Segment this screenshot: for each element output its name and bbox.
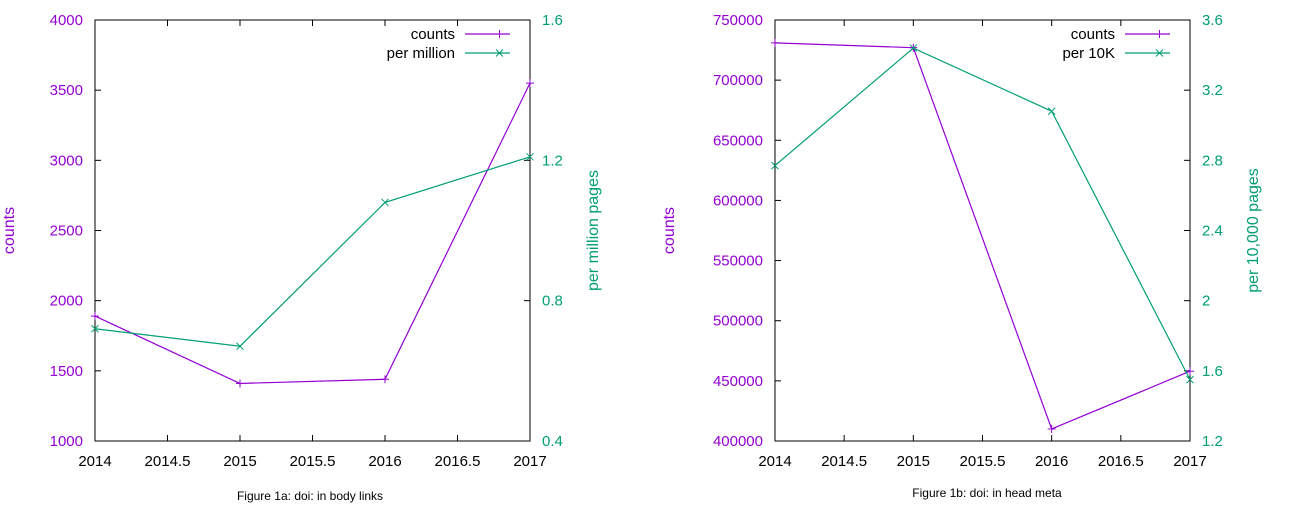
- y-tick-label: 500000: [713, 313, 763, 330]
- legend-label: per 10K: [1062, 45, 1115, 62]
- chart-1a: 2014 2014.5 2015 2015.5 2016 2016.5 2017 1000 15…: [1, 12, 602, 503]
- legend-marker: [495, 49, 504, 57]
- y2-tick-label: 3.6: [1202, 12, 1223, 29]
- y2-tick-label: 1.2: [1202, 433, 1223, 450]
- legend-label: counts: [1071, 26, 1115, 43]
- x-tick-label: 2017: [513, 453, 546, 470]
- plot-frame: [94, 19, 531, 442]
- x-tick-label: 2016.5: [435, 453, 481, 470]
- series-line-per-million: [94, 156, 531, 347]
- y-axis-label: counts: [661, 207, 678, 254]
- series-line-per-10k: [774, 47, 1191, 380]
- series-line-counts: [94, 82, 531, 385]
- x-tick-label: 2015: [223, 453, 256, 470]
- x-tick-label: 2016: [368, 453, 401, 470]
- figure-caption: Figure 1b: doi: in head meta: [912, 486, 1062, 500]
- y-tick-label: 2000: [50, 293, 83, 310]
- y-tick-label: 3000: [50, 152, 83, 169]
- y2-tick-label: 1.2: [542, 152, 563, 169]
- data-point-counts: [1186, 367, 1194, 376]
- data-point-per-million: [91, 324, 99, 333]
- y2-tick-label: 3.2: [1202, 82, 1223, 99]
- y-tick-label: 600000: [713, 192, 763, 209]
- series-line-counts: [774, 42, 1191, 430]
- legend-marker: [1155, 49, 1164, 57]
- figure-caption: Figure 1a: doi: in body links: [237, 489, 383, 503]
- x-tick-label: 2014.5: [821, 453, 867, 470]
- data-point-counts: [1047, 424, 1056, 433]
- legend-label: counts: [411, 26, 455, 43]
- x-tick-label: 2017: [1173, 453, 1206, 470]
- y2-tick-label: 2.8: [1202, 152, 1223, 169]
- y-tick-label: 3500: [50, 82, 83, 99]
- x-tick-label: 2015.5: [960, 453, 1006, 470]
- data-point-per-10k: [1186, 375, 1194, 384]
- x-tick-label: 2014: [78, 453, 111, 470]
- plot-frame: [774, 19, 1191, 442]
- data-point-counts: [771, 38, 779, 47]
- y-tick-label: 1500: [50, 363, 83, 380]
- y2-axis-label: per 10,000 pages: [1245, 168, 1262, 293]
- x-tick-label: 2014.5: [145, 453, 191, 470]
- y-tick-label: 700000: [713, 72, 763, 89]
- data-point-counts: [236, 379, 244, 388]
- y2-tick-label: 1.6: [542, 12, 563, 29]
- y2-tick-label: 1.6: [1202, 363, 1223, 380]
- y2-tick-label: 0.8: [542, 293, 563, 310]
- y2-tick-label: 2.4: [1202, 223, 1223, 240]
- y-tick-label: 750000: [713, 12, 763, 29]
- x-tick-label: 2016: [1035, 453, 1068, 470]
- y-tick-label: 400000: [713, 433, 763, 450]
- y-tick-label: 550000: [713, 253, 763, 270]
- x-tick-label: 2015.5: [290, 453, 336, 470]
- data-point-counts: [381, 375, 389, 384]
- data-point-per-10k: [1047, 107, 1056, 116]
- data-point-per-million: [236, 342, 244, 351]
- x-tick-label: 2014: [758, 453, 791, 470]
- x-tick-label: 2016.5: [1098, 453, 1144, 470]
- y-tick-label: 450000: [713, 373, 763, 390]
- data-point-per-10k: [771, 161, 779, 170]
- legend-label: per million: [387, 45, 455, 62]
- data-point-counts: [526, 79, 534, 88]
- y-axis-label: counts: [1, 207, 18, 254]
- chart-1b: 2014 2014.5 2015 2015.5 2016 2016.5 2017 400000…: [661, 12, 1262, 500]
- y2-axis-label: per million pages: [585, 170, 602, 291]
- y-tick-label: 4000: [50, 12, 83, 29]
- data-point-per-million: [526, 152, 534, 161]
- y2-tick-label: 0.4: [542, 433, 563, 450]
- data-point-per-million: [381, 198, 389, 207]
- y-tick-label: 1000: [50, 433, 83, 450]
- data-point-per-10k: [909, 44, 918, 52]
- y-tick-label: 650000: [713, 132, 763, 149]
- y2-tick-label: 2: [1202, 293, 1210, 310]
- x-tick-label: 2015: [897, 453, 930, 470]
- data-point-counts: [91, 312, 99, 321]
- y-tick-label: 2500: [50, 223, 83, 240]
